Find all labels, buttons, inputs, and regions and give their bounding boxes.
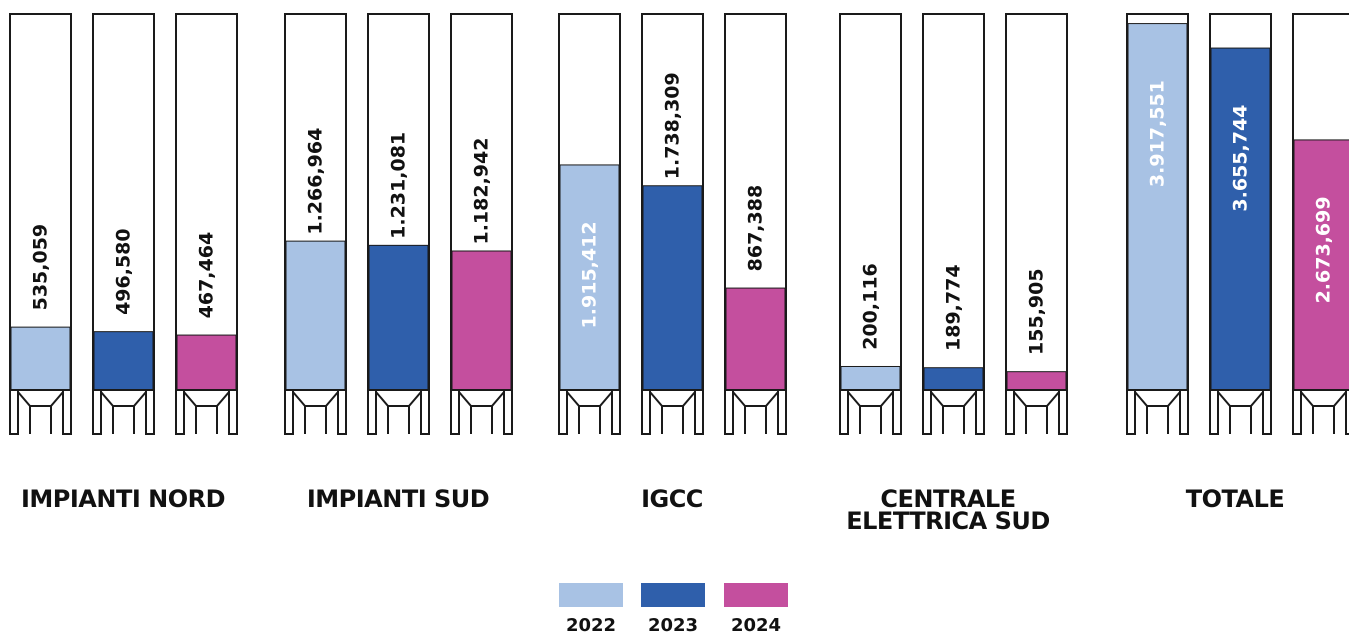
silo-column: 3.655,744 bbox=[1209, 13, 1272, 435]
value-label: 3.655,744 bbox=[1230, 105, 1252, 212]
silo-column: 496,580 bbox=[92, 13, 155, 435]
silo-legs bbox=[1209, 390, 1272, 435]
group-label: CENTRALE ELETTRICA SUD bbox=[846, 485, 1050, 535]
value-label: 867,388 bbox=[745, 185, 767, 272]
silo-column: 200,116 bbox=[839, 13, 902, 435]
silo-column: 1.182,942 bbox=[450, 13, 513, 435]
silo-frame bbox=[1005, 13, 1068, 391]
bar-2022 bbox=[285, 240, 346, 391]
bar-2024 bbox=[176, 334, 237, 391]
silo-legs bbox=[1292, 390, 1349, 435]
silo-column: 1.915,412 bbox=[558, 13, 621, 435]
legend-label: 2022 bbox=[565, 615, 617, 636]
legend-swatch bbox=[559, 583, 623, 607]
group-label: IGCC bbox=[641, 485, 703, 513]
value-label: 1.915,412 bbox=[579, 221, 601, 328]
bar-2024 bbox=[1006, 371, 1067, 391]
silo-column: 3.917,551 bbox=[1126, 13, 1189, 435]
group-label: IMPIANTI SUD bbox=[306, 485, 490, 513]
silo-legs bbox=[1126, 390, 1189, 435]
value-label: 1.266,964 bbox=[305, 128, 327, 235]
value-label: 189,774 bbox=[943, 264, 965, 351]
group-label: IMPIANTI NORD bbox=[20, 485, 226, 513]
value-label: 496,580 bbox=[113, 228, 135, 315]
silo-legs bbox=[1005, 390, 1068, 435]
value-label: 1.231,081 bbox=[388, 132, 410, 239]
bar-2023 bbox=[923, 367, 984, 391]
silo-legs bbox=[839, 390, 902, 435]
silo-column: 535,059 bbox=[9, 13, 72, 435]
silo-column: 2.673,699 bbox=[1292, 13, 1349, 435]
silo-legs bbox=[922, 390, 985, 435]
silo-legs bbox=[175, 390, 238, 435]
bar-2022 bbox=[10, 326, 71, 391]
value-label: 467,464 bbox=[196, 232, 218, 319]
bar-2023 bbox=[368, 244, 429, 391]
silo-legs bbox=[558, 390, 621, 435]
legend-label: 2024 bbox=[730, 615, 782, 636]
value-label: 2.673,699 bbox=[1313, 196, 1335, 303]
silo-column: 189,774 bbox=[922, 13, 985, 435]
value-label: 1.182,942 bbox=[471, 138, 493, 245]
value-label: 1.738,309 bbox=[662, 72, 684, 179]
bar-2022 bbox=[559, 164, 620, 391]
legend-item-2022: 2022 bbox=[559, 583, 623, 636]
bar-2023 bbox=[642, 185, 703, 391]
legend-swatch bbox=[641, 583, 705, 607]
group-label: TOTALE bbox=[1185, 485, 1285, 513]
bar-2024 bbox=[725, 287, 786, 391]
bar-2023 bbox=[1210, 47, 1271, 391]
silo-column: 1.738,309 bbox=[641, 13, 704, 435]
value-label: 155,905 bbox=[1026, 268, 1048, 355]
bar-2023 bbox=[93, 331, 154, 391]
silo-legs bbox=[641, 390, 704, 435]
silo-legs bbox=[367, 390, 430, 435]
value-label: 535,059 bbox=[30, 224, 52, 311]
legend-item-2023: 2023 bbox=[641, 583, 705, 636]
silo-legs bbox=[284, 390, 347, 435]
bar-2024 bbox=[451, 250, 512, 391]
bar-2024 bbox=[1293, 139, 1349, 391]
value-label: 3.917,551 bbox=[1147, 80, 1169, 187]
silo-column: 867,388 bbox=[724, 13, 787, 435]
silo-column: 1.231,081 bbox=[367, 13, 430, 435]
silo-legs bbox=[92, 390, 155, 435]
silo-frame bbox=[92, 13, 155, 391]
silo-legs bbox=[724, 390, 787, 435]
silo-column: 155,905 bbox=[1005, 13, 1068, 435]
silo-column: 467,464 bbox=[175, 13, 238, 435]
value-label: 200,116 bbox=[860, 263, 882, 350]
silo-column: 1.266,964 bbox=[284, 13, 347, 435]
legend-label: 2023 bbox=[647, 615, 699, 636]
silo-frame bbox=[175, 13, 238, 391]
bar-2022 bbox=[840, 365, 901, 391]
bar-2022 bbox=[1127, 23, 1188, 391]
silo-legs bbox=[9, 390, 72, 435]
legend-item-2024: 2024 bbox=[724, 583, 788, 636]
silo-legs bbox=[450, 390, 513, 435]
legend-swatch bbox=[724, 583, 788, 607]
